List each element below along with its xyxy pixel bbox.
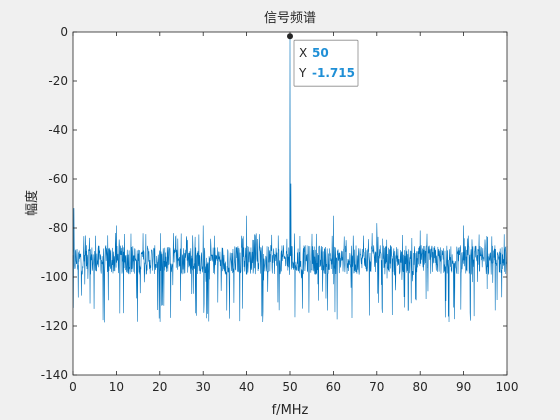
y-tick-label: -140 <box>41 368 68 382</box>
y-tick-label: -120 <box>41 319 68 333</box>
x-tick-label: 10 <box>109 380 124 394</box>
y-tick-label: -20 <box>48 74 68 88</box>
datatip-y-value: -1.715 <box>312 66 355 80</box>
y-tick-label: -100 <box>41 270 68 284</box>
x-tick-label: 20 <box>152 380 167 394</box>
x-tick-label: 0 <box>69 380 77 394</box>
datatip-box <box>293 39 359 87</box>
x-tick-label: 40 <box>239 380 254 394</box>
x-tick-label: 70 <box>369 380 384 394</box>
ticks-layer: 0 10 20 30 40 50 60 70 80 90 100 0 -20 -40 -60 -80 -100 -… <box>41 25 519 394</box>
x-tick-label: 50 <box>282 380 297 394</box>
y-tick-label: 0 <box>60 25 68 39</box>
datatip[interactable]: X 50 Y -1.715 <box>287 33 359 87</box>
datatip-x-label: X <box>299 46 307 60</box>
x-tick-label: 60 <box>326 380 341 394</box>
datatip-x-value: 50 <box>312 46 329 60</box>
y-tick-label: -60 <box>48 172 68 186</box>
x-tick-label: 90 <box>456 380 471 394</box>
datatip-marker <box>287 33 293 40</box>
datatip-y-label: Y <box>298 66 307 80</box>
y-tick-label: -80 <box>48 221 68 235</box>
y-axis-label: 幅度 <box>24 190 40 216</box>
x-axis-label: f/MHz <box>272 403 309 418</box>
chart-title: 信号频谱 <box>264 11 316 26</box>
x-tick-label: 30 <box>196 380 211 394</box>
y-tick-label: -40 <box>48 123 68 137</box>
x-tick-label: 100 <box>496 380 519 394</box>
x-tick-label: 80 <box>413 380 428 394</box>
